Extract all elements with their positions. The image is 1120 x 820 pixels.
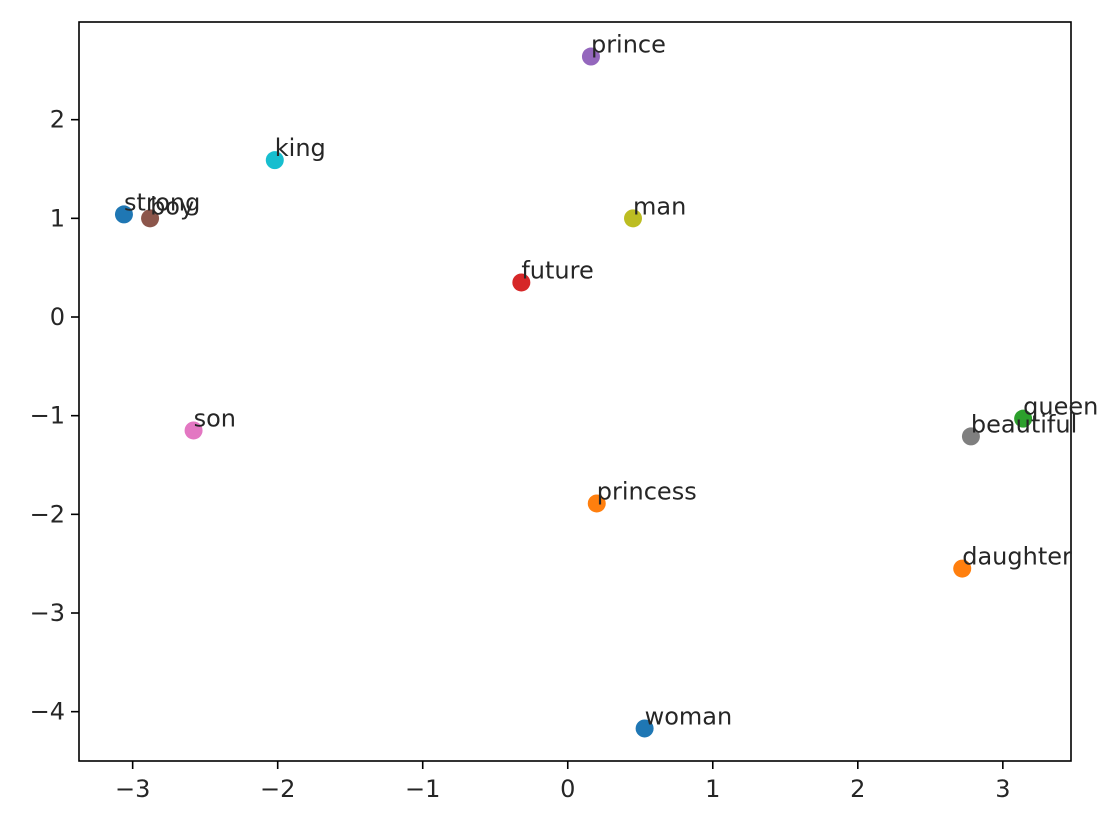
y-tick-label: 1 (50, 204, 65, 232)
y-axis: −4 −3 −2 −1 0 1 2 (30, 106, 79, 726)
point-label-man: man (633, 192, 686, 220)
point-label-daughter: daughter (962, 543, 1072, 571)
plot-area-frame (78, 21, 1072, 762)
point-label-queen: queen (1023, 393, 1098, 421)
point-strong (114, 205, 133, 224)
point-boy (141, 209, 160, 228)
x-tick-label: −1 (405, 775, 440, 803)
point-beautiful (961, 427, 980, 446)
y-tick-label: −3 (30, 599, 65, 627)
x-tick-label: −3 (115, 775, 150, 803)
y-tick-label: −1 (30, 402, 65, 430)
point-future (512, 273, 531, 292)
point-label-beautiful: beautiful (971, 410, 1077, 438)
point-label-strong: strong (124, 188, 200, 216)
y-tick-label: 2 (50, 106, 65, 134)
y-tick-label: −4 (30, 698, 65, 726)
point-label-princess: princess (597, 477, 697, 505)
point-princess (587, 494, 606, 513)
x-tick-label: 0 (560, 775, 575, 803)
y-tick-label: −2 (30, 500, 65, 528)
x-tick-label: 2 (850, 775, 865, 803)
y-tick-label: 0 (50, 303, 65, 331)
point-woman (635, 719, 654, 738)
x-tick-label: 1 (705, 775, 720, 803)
point-label-boy: boy (150, 192, 194, 220)
x-tick-label: 3 (995, 775, 1010, 803)
point-prince (581, 47, 600, 66)
point-son (184, 421, 203, 440)
point-king (265, 151, 284, 170)
x-axis: −3 −2 −1 0 1 2 3 (115, 761, 1010, 803)
point-label-woman: woman (645, 702, 733, 730)
point-daughter (953, 559, 972, 578)
x-tick-label: −2 (260, 775, 295, 803)
point-label-prince: prince (591, 31, 666, 59)
point-queen (1014, 409, 1033, 428)
point-label-son: son (194, 404, 236, 432)
point-label-king: king (275, 134, 326, 162)
data-points (114, 47, 1033, 738)
point-man (624, 209, 643, 228)
point-label-future: future (521, 256, 593, 284)
